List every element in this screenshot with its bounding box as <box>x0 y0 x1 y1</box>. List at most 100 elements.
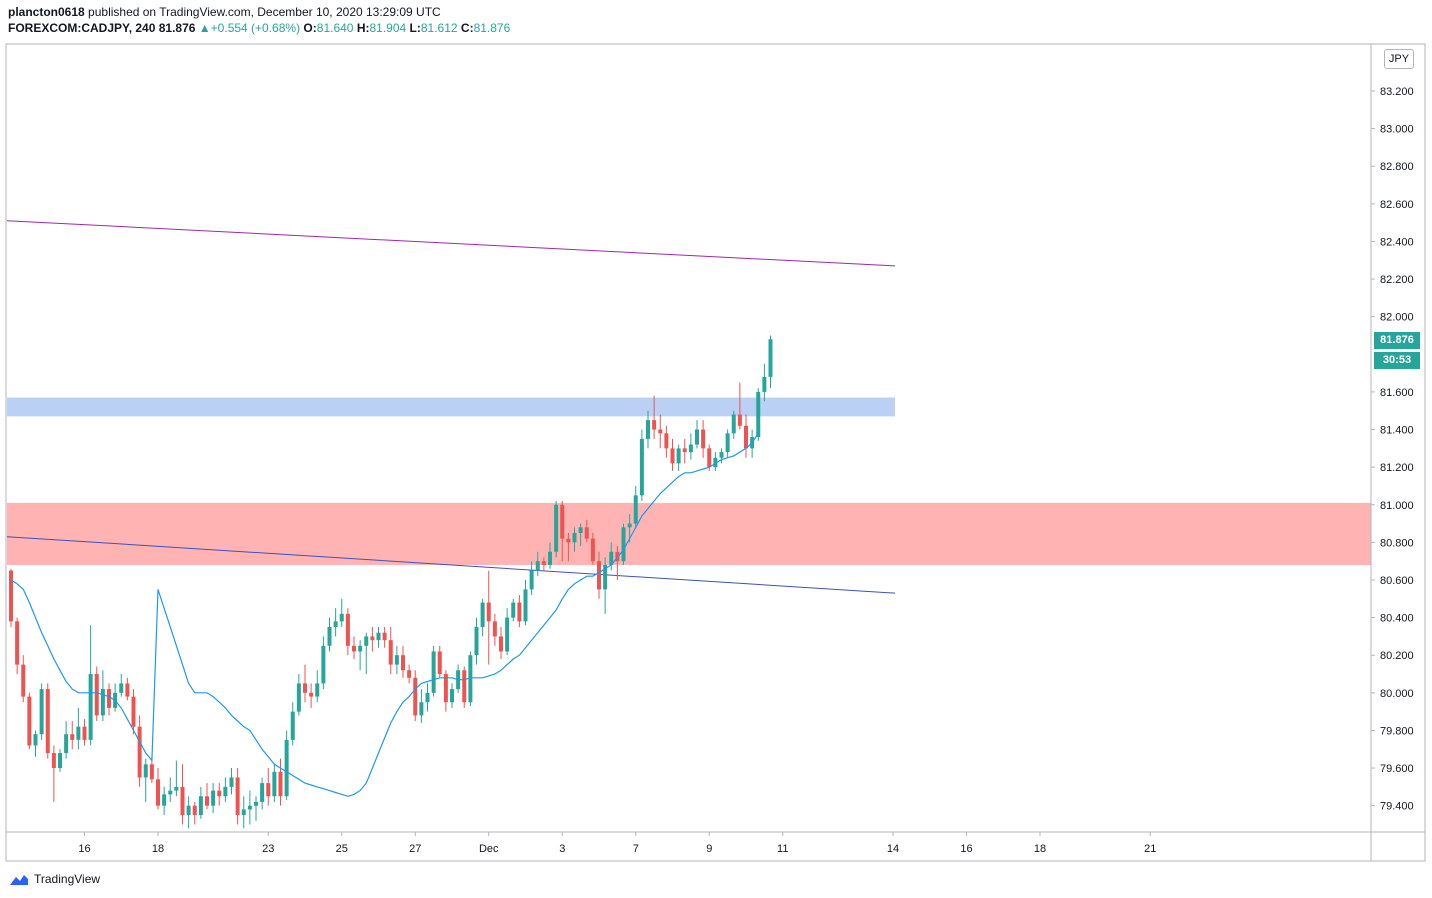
close-value: 81.876 <box>473 21 511 35</box>
author-name[interactable]: plancton0618 <box>8 5 85 19</box>
candle <box>100 670 105 722</box>
published-text: published on TradingView.com, December 1… <box>88 5 441 19</box>
candle-body <box>254 801 258 806</box>
tradingview-logo[interactable]: TradingView <box>8 871 100 887</box>
candle <box>652 395 657 439</box>
candle <box>64 721 69 759</box>
candle-body <box>413 677 418 716</box>
candle-body <box>713 457 718 468</box>
candle-body <box>352 645 356 652</box>
candle <box>143 758 148 802</box>
candle-body <box>382 632 387 641</box>
candle <box>205 783 209 810</box>
candle <box>241 796 246 829</box>
candle-body <box>554 504 559 552</box>
candle-body <box>333 621 338 628</box>
candle <box>701 420 706 458</box>
chart-header: plancton0618 published on TradingView.co… <box>8 4 510 36</box>
candle-body <box>394 655 399 665</box>
candle <box>511 598 516 622</box>
time-tick-label: Dec <box>479 843 499 855</box>
candle-body <box>517 602 522 622</box>
candle <box>162 786 167 816</box>
interval: , 240 <box>128 21 156 35</box>
last-price: 81.876 <box>158 21 196 35</box>
chart-frame <box>5 43 1426 862</box>
candle <box>345 608 350 656</box>
candle-body <box>27 696 32 746</box>
candle <box>731 410 736 439</box>
candle-body <box>198 796 203 816</box>
candle <box>217 783 222 806</box>
price-tick-label: 79.800 <box>1380 725 1414 737</box>
time-tick-label: 16 <box>78 843 90 855</box>
candle <box>186 796 191 829</box>
candle <box>505 608 510 656</box>
candle-body <box>707 448 712 468</box>
candle <box>290 702 295 746</box>
candle <box>254 796 258 821</box>
candle <box>719 448 724 464</box>
candle <box>370 627 375 652</box>
candle-body <box>621 527 626 562</box>
currency-badge[interactable]: JPY <box>1384 49 1414 69</box>
candle <box>156 768 160 810</box>
candle-body <box>15 621 20 665</box>
low-value: 81.612 <box>420 21 458 35</box>
price-tick-label: 79.400 <box>1380 801 1414 813</box>
candle <box>333 608 338 637</box>
candle-body <box>162 794 167 806</box>
price-tick-label: 80.400 <box>1380 613 1414 625</box>
candle <box>480 598 485 637</box>
candle-body <box>756 391 761 438</box>
candle-body <box>560 504 565 539</box>
candle-body <box>51 753 56 769</box>
candle-body <box>584 527 589 539</box>
candle-body <box>541 561 546 565</box>
time-tick-label: 27 <box>409 843 421 855</box>
symbol-line: FOREXCOM:CADJPY, 240 81.876 ▲+0.554 (+0.… <box>8 20 510 36</box>
candle <box>21 655 26 703</box>
candle <box>443 670 448 712</box>
symbol[interactable]: FOREXCOM:CADJPY <box>8 21 129 35</box>
candle-body <box>296 683 301 712</box>
candle-body <box>315 683 320 697</box>
price-tick-label: 81.000 <box>1380 500 1414 512</box>
candle <box>462 666 467 708</box>
candle <box>590 532 595 565</box>
price-tick-label: 83.000 <box>1380 124 1414 136</box>
time-tick-label: 11 <box>777 843 788 855</box>
candle <box>584 519 589 543</box>
candle <box>327 617 332 652</box>
candle-body <box>321 645 326 684</box>
candle <box>474 617 479 665</box>
ema-layer <box>10 432 759 797</box>
candle-body <box>339 613 344 622</box>
candle-body <box>578 527 583 533</box>
candle <box>376 627 381 648</box>
candle-body <box>64 734 69 754</box>
candle <box>486 570 491 665</box>
candle <box>670 438 675 471</box>
candle-body <box>370 636 375 641</box>
candle <box>560 501 565 562</box>
candle-body <box>309 692 314 697</box>
candle <box>541 557 546 571</box>
candle <box>88 625 93 746</box>
candle <box>566 532 571 562</box>
ema-line <box>10 432 759 797</box>
candle <box>517 595 522 628</box>
candle <box>382 627 387 648</box>
candle <box>321 636 326 690</box>
candle <box>468 651 473 706</box>
candle <box>499 627 503 659</box>
candle <box>284 730 289 801</box>
zones-layer <box>7 397 1371 565</box>
price-tick-label: 82.800 <box>1380 161 1414 173</box>
candle-body <box>278 771 283 797</box>
candle <box>70 721 75 750</box>
open-value: 81.640 <box>316 21 354 35</box>
candle <box>707 444 712 471</box>
candle <box>676 444 681 471</box>
